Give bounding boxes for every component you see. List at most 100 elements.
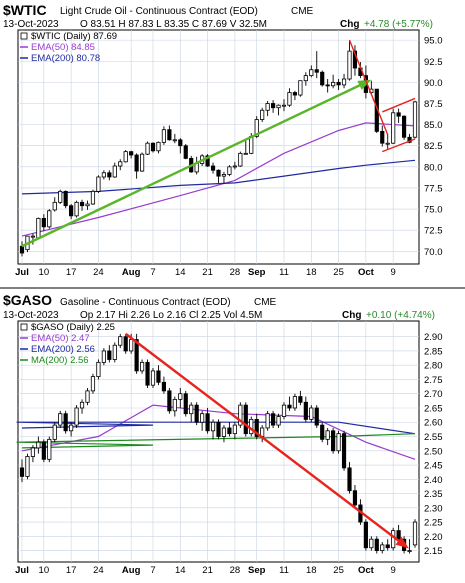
wtic-candle-body bbox=[396, 112, 401, 117]
gaso-candle bbox=[74, 405, 79, 428]
wtic-candle bbox=[243, 139, 248, 155]
wtic-y-tick-label: 80.0 bbox=[424, 162, 443, 173]
wtic-candle bbox=[325, 78, 330, 93]
gaso-x-tick-label: 25 bbox=[333, 565, 344, 576]
gaso-candle-body bbox=[161, 381, 167, 392]
gaso-y-tick-label: 2.75 bbox=[424, 375, 443, 386]
wtic-candle bbox=[172, 133, 177, 144]
wtic-candle bbox=[281, 99, 287, 112]
wtic-candle bbox=[145, 141, 150, 156]
gaso-candle bbox=[79, 399, 85, 414]
gaso-candle bbox=[172, 396, 177, 417]
gaso-change-value: +0.10 (+4.74%) bbox=[366, 310, 435, 321]
wtic-candle-body bbox=[161, 129, 167, 143]
wtic-candle-body bbox=[298, 80, 303, 96]
gaso-candle-body bbox=[276, 416, 281, 426]
wtic-candle bbox=[52, 197, 57, 212]
gaso-candle-body bbox=[320, 424, 325, 440]
gaso-candle bbox=[150, 368, 156, 389]
wtic-candle bbox=[412, 100, 418, 139]
gaso-candle bbox=[331, 427, 336, 454]
gaso-candle bbox=[385, 539, 390, 551]
gaso-candle bbox=[47, 436, 52, 463]
gaso-candle bbox=[139, 359, 145, 374]
gaso-candle bbox=[369, 536, 374, 551]
wtic-y-tick-label: 87.5 bbox=[424, 99, 443, 110]
gaso-candle-body bbox=[41, 441, 46, 460]
gaso-candle-body bbox=[210, 421, 216, 432]
gaso-y-tick-label: 2.70 bbox=[424, 389, 443, 400]
wtic-candle bbox=[232, 161, 237, 170]
wtic-candle-body bbox=[276, 104, 281, 109]
wtic-candle-body bbox=[232, 165, 237, 168]
gaso-candle-body bbox=[85, 390, 90, 403]
wtic-x-tick-label: 28 bbox=[230, 267, 241, 278]
gaso-candle-body bbox=[69, 424, 74, 432]
gaso-candle-body bbox=[25, 456, 30, 477]
gaso-candle bbox=[41, 439, 46, 463]
gaso-candle bbox=[276, 413, 281, 428]
gaso-candle bbox=[336, 430, 341, 454]
gaso-candle-body bbox=[249, 418, 254, 435]
wtic-candle bbox=[309, 65, 314, 78]
gaso-candle-body bbox=[107, 350, 112, 360]
wtic-trendlines bbox=[21, 39, 416, 248]
gaso-candle-body bbox=[178, 393, 183, 400]
wtic-candle-body bbox=[123, 151, 128, 163]
wtic-candle-body bbox=[320, 71, 325, 86]
gaso-candle bbox=[325, 427, 330, 446]
gaso-x-tick-label: Jul bbox=[15, 565, 29, 576]
gaso-candle bbox=[352, 484, 358, 508]
gaso-candle-body bbox=[52, 424, 57, 440]
wtic-y-tick-label: 70.0 bbox=[424, 247, 443, 258]
wtic-candle bbox=[287, 88, 292, 107]
gaso-candle-body bbox=[292, 396, 298, 409]
wtic-ema50-line bbox=[21, 122, 416, 237]
wtic-candle-body bbox=[292, 92, 298, 96]
wtic-candle bbox=[391, 108, 396, 145]
wtic-ohlc: O 83.51 H 87.83 L 83.35 C 87.69 V 32.5M bbox=[80, 19, 267, 30]
gaso-candle-body bbox=[139, 361, 145, 372]
gaso-candle-body bbox=[238, 404, 243, 426]
gaso-candle bbox=[112, 342, 117, 363]
wtic-y-tick-label: 82.5 bbox=[424, 141, 443, 152]
gaso-candle-body bbox=[363, 521, 368, 549]
gaso-legend-swatch bbox=[20, 323, 28, 331]
gaso-candle bbox=[63, 410, 68, 434]
gaso-candle bbox=[320, 422, 325, 443]
wtic-x-axis: Jul 10 17 24 Aug 7 14 21 28 Sep 11 18 25 Oct 9 bbox=[15, 267, 396, 278]
wtic-candle-body bbox=[129, 151, 134, 156]
wtic-candle-body bbox=[210, 165, 216, 171]
wtic-candle bbox=[107, 170, 112, 181]
wtic-candle bbox=[298, 80, 303, 97]
wtic-candle bbox=[134, 153, 139, 179]
wtic-candle-body bbox=[107, 172, 112, 178]
wtic-change-label: Chg bbox=[340, 19, 359, 30]
wtic-candle-body bbox=[309, 69, 314, 77]
wtic-candle bbox=[385, 133, 390, 150]
wtic-candle-body bbox=[347, 50, 352, 80]
wtic-candle-body bbox=[221, 174, 227, 177]
gaso-y-axis: 2.15 2.20 2.25 2.30 2.35 2.40 2.45 2.50 2.55 2.60… bbox=[424, 332, 443, 557]
gaso-candle-body bbox=[79, 401, 85, 409]
wtic-y-tick-label: 75.0 bbox=[424, 205, 443, 216]
wtic-candle-body bbox=[139, 153, 145, 172]
gaso-candle-body bbox=[347, 467, 352, 492]
gaso-exchange: CME bbox=[254, 297, 277, 308]
wtic-candle-body bbox=[47, 210, 52, 228]
wtic-candle bbox=[41, 214, 46, 232]
gaso-candle bbox=[292, 393, 298, 411]
wtic-candle-body bbox=[270, 103, 276, 109]
gaso-candle-body bbox=[380, 544, 385, 551]
wtic-candle bbox=[150, 142, 156, 153]
gaso-candle bbox=[118, 333, 123, 349]
gaso-candle bbox=[363, 519, 368, 551]
wtic-candle-body bbox=[249, 136, 254, 154]
gaso-candle-body bbox=[352, 490, 358, 506]
gaso-candle-body bbox=[325, 430, 330, 440]
gaso-candle bbox=[58, 410, 63, 428]
wtic-change-value: +4.78 (+5.77%) bbox=[364, 19, 433, 30]
